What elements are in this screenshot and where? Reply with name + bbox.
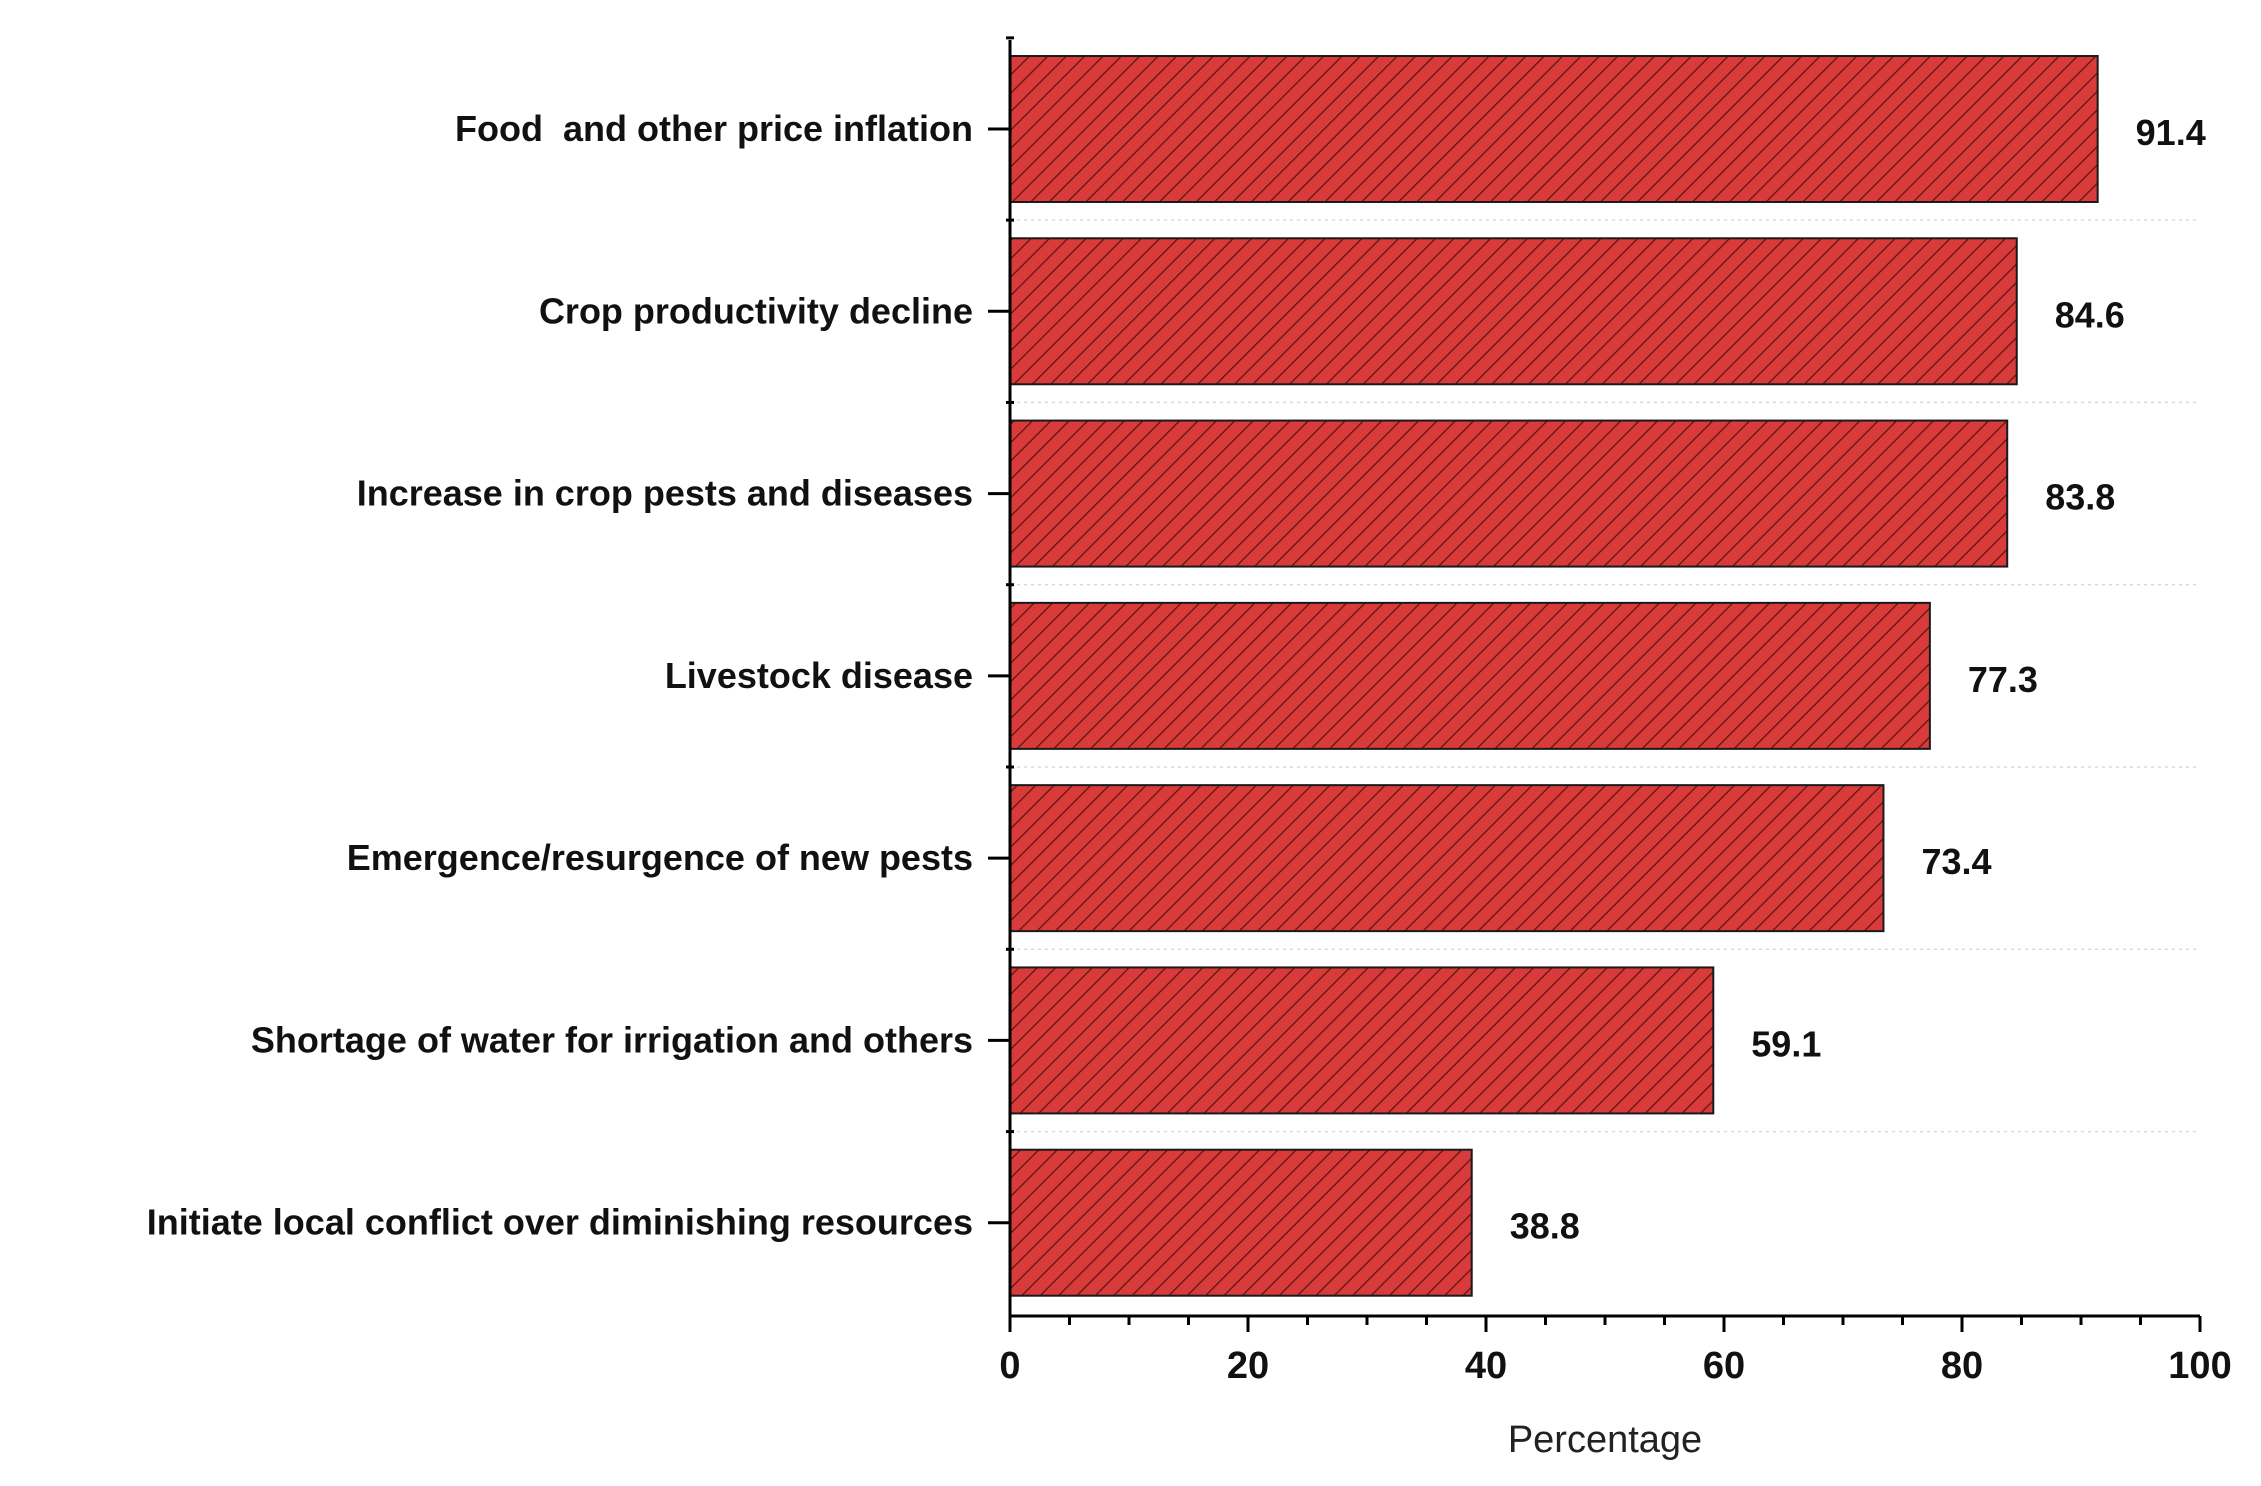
category-label: Increase in crop pests and diseases (357, 473, 973, 514)
bar (1009, 1148, 1473, 1297)
bar (1009, 601, 1931, 750)
category-label: Shortage of water for irrigation and oth… (251, 1019, 973, 1060)
bar (1009, 784, 1885, 933)
value-label: 83.8 (2045, 477, 2115, 518)
x-tick-label: 80 (1941, 1345, 1983, 1387)
bar (1009, 237, 2018, 386)
x-tick-label: 20 (1227, 1345, 1269, 1387)
value-label: 77.3 (1968, 659, 2038, 700)
x-axis-title: Percentage (1508, 1419, 1702, 1461)
category-label: Initiate local conflict over diminishing… (147, 1202, 973, 1243)
axes (988, 36, 2202, 1332)
x-tick-label: 40 (1465, 1345, 1507, 1387)
category-label: Emergence/resurgence of new pests (347, 837, 973, 878)
bar (1009, 419, 2009, 568)
x-tick-label: 100 (2168, 1345, 2231, 1387)
x-tick-label: 0 (999, 1345, 1020, 1387)
bars (1009, 55, 2099, 1297)
value-label: 73.4 (1921, 841, 1991, 882)
bar (1009, 55, 2099, 203)
value-label: 91.4 (2136, 112, 2206, 153)
value-label: 59.1 (1751, 1023, 1821, 1064)
category-label: Livestock disease (665, 655, 973, 696)
gridlines (1010, 219, 2200, 1133)
value-label: 38.8 (1510, 1206, 1580, 1247)
x-tick-label: 60 (1703, 1345, 1745, 1387)
value-label: 84.6 (2055, 294, 2125, 335)
labels: Food and other price inflation 91.4 Crop p… (147, 108, 2232, 1387)
category-label: Food and other price inflation (455, 108, 973, 149)
category-label: Crop productivity decline (539, 290, 973, 331)
bar (1009, 966, 1715, 1115)
